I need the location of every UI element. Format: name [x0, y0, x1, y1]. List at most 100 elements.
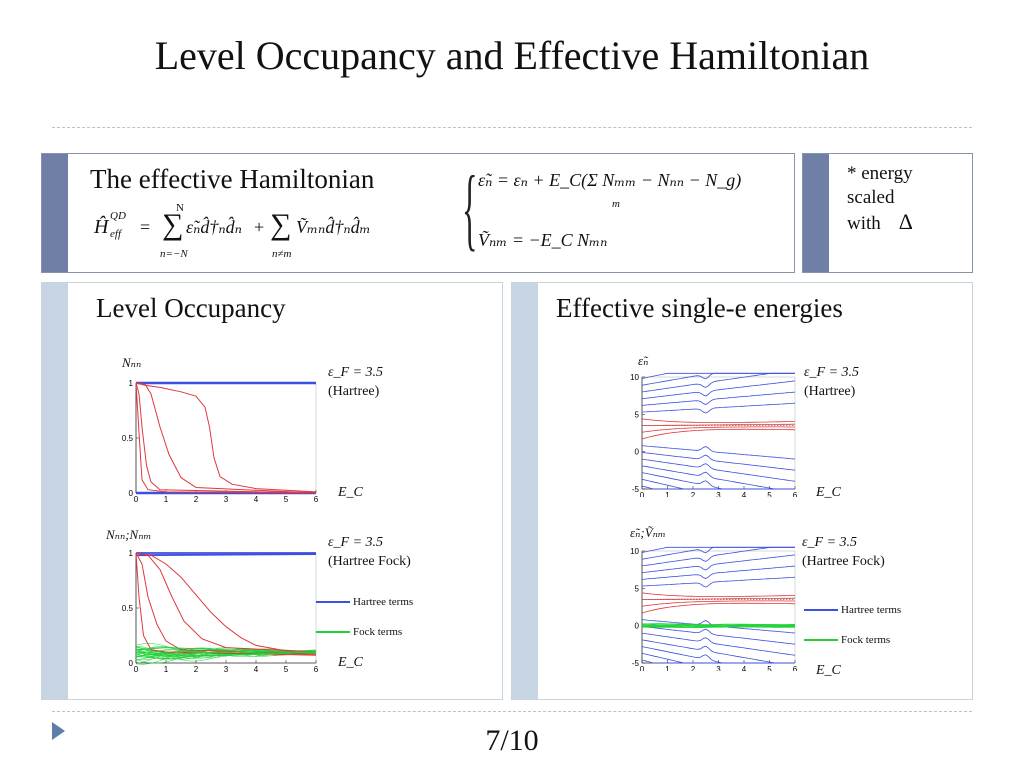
y-tick-label: 5: [635, 410, 640, 419]
occupancy-bottom-ylabel: Nₙₙ;Nₙₘ: [106, 527, 152, 542]
v-definition: Ṽₙₘ = −E_C Nₘₙ: [478, 230, 608, 250]
next-slide-icon[interactable]: [52, 722, 65, 740]
sum2-lower: n≠m: [272, 248, 292, 260]
x-tick-label: 2: [691, 491, 696, 497]
epsilon-definition: ε̃ₙ = εₙ + E_C(Σ Nₘₘ − Nₙₙ − N_g): [478, 170, 742, 190]
occupancy-hf-series-1: [135, 553, 317, 557]
hamiltonian-formula: Ĥ QD eff = N ∑ n=−N ε̃ₙd̂†ₙd̂ₙ + ∑ n≠m Ṽ…: [94, 200, 414, 264]
x-tick-label: 0: [640, 491, 645, 497]
x-tick-label: 1: [164, 495, 169, 504]
x-tick-label: 4: [742, 491, 747, 497]
x-tick-label: 4: [742, 665, 747, 671]
slide-title: Level Occupancy and Effective Hamiltonia…: [154, 33, 870, 78]
note-line1: * energy: [847, 163, 913, 184]
occupancy-hartree-fock-plot: 0 1 2 3 4 5 6 0 0.5 1: [122, 549, 319, 674]
energy-level-line: [641, 600, 795, 607]
y-tick-label: 0.5: [122, 604, 134, 613]
note-box-accent: [803, 154, 829, 272]
definition-brace: {: [462, 157, 478, 259]
occupancy-legend: Hartree terms Fock terms: [316, 595, 413, 639]
x-tick-label: 1: [665, 665, 670, 671]
energy-level-line: [642, 597, 795, 600]
occupancy-bottom-xlabel: E_C: [338, 655, 363, 670]
occupancy-bottom-eps: ε_F = 3.5: [328, 535, 384, 550]
delta-symbol: Δ: [898, 209, 913, 234]
energies-top-ylabel: ε̃ₙ: [638, 353, 649, 368]
sum1-upper: N: [176, 202, 184, 214]
y-tick-label: 0.5: [122, 434, 134, 443]
occupancy-hf-series-4: [135, 552, 317, 653]
x-tick-label: 1: [164, 665, 169, 674]
hamiltonian-heading: The effective Hamiltonian: [90, 164, 375, 194]
energy-level-line: [641, 452, 796, 471]
legend-fock: Fock terms: [316, 625, 413, 639]
energies-top-annotation: ε_F = 3.5 (Hartree): [804, 363, 859, 401]
energy-level-line: [641, 465, 795, 490]
energy-level-line: [641, 632, 796, 656]
x-tick-label: 6: [793, 665, 798, 671]
occupancy-top-method: (Hartree): [328, 384, 380, 399]
occupancy-series-2: [135, 382, 317, 494]
energies-bottom-eps: ε_F = 3.5: [802, 535, 858, 550]
x-tick-label: 3: [224, 665, 229, 674]
energy-level-line: [641, 472, 795, 490]
energy-level-line: [641, 646, 795, 664]
effective-energies-panel: Effective single-e energies ε̃ₙ 0 1 2 3 4 5 6 -…: [511, 282, 973, 700]
occupancy-top-ylabel: Nₙₙ: [122, 355, 142, 370]
occupancy-hf-series-3: [135, 552, 317, 655]
x-tick-label: 2: [194, 665, 199, 674]
energies-legend-hartree-label: Hartree terms: [841, 604, 902, 616]
note-line3: with Δ: [847, 210, 913, 236]
occupancy-series-3: [135, 382, 317, 494]
energy-level-line: [641, 426, 795, 433]
note-with: with: [847, 213, 881, 234]
occupancy-hf-series-7: [135, 651, 317, 660]
page-number: 7/10: [485, 724, 539, 757]
note-box: * energy scaled with Δ: [802, 153, 973, 273]
x-tick-label: 6: [314, 495, 319, 504]
energies-bottom-ylabel: ε̃ₙ;Ṽₙₘ: [630, 525, 666, 540]
y-tick-label: 0: [129, 489, 134, 498]
occupancy-bottom-annotation: ε_F = 3.5 (Hartree Fock): [328, 533, 411, 571]
x-tick-label: 0: [134, 495, 139, 504]
x-tick-label: 4: [254, 665, 259, 674]
energy-level-line: [641, 428, 796, 440]
energy-level-line: [641, 546, 795, 567]
energy-level-line: [641, 592, 795, 597]
x-tick-label: 6: [314, 665, 319, 674]
energies-top-method: (Hartree): [804, 384, 856, 399]
energy-level-line: [641, 626, 796, 645]
level-occupancy-panel: Level Occupancy Nₙₙ 0 1 2 3 4 5 6 0 0.5 1 ε_F = 3…: [41, 282, 503, 700]
x-tick-label: 5: [284, 665, 289, 674]
legend-fock-label: Fock terms: [353, 626, 403, 638]
x-tick-label: 2: [691, 665, 696, 671]
term1: ε̃ₙd̂†ₙd̂ₙ: [186, 217, 242, 237]
y-tick-label: 0: [635, 622, 640, 631]
occupancy-top-annotation: ε_F = 3.5 (Hartree): [328, 363, 383, 401]
left-panel-accent: [42, 283, 68, 699]
energy-level-line: [641, 546, 795, 553]
energies-top-eps: ε_F = 3.5: [804, 365, 860, 380]
plot-frame: [135, 382, 317, 494]
hamiltonian-box-accent: [42, 154, 68, 272]
energies-bottom-method: (Hartree Fock): [802, 554, 885, 569]
hamiltonian-box: The effective Hamiltonian Ĥ QD eff = N ∑…: [41, 153, 795, 273]
energy-level-line: [641, 565, 796, 580]
y-tick-label: 10: [630, 373, 639, 382]
y-tick-label: 1: [129, 379, 134, 388]
energy-level-line: [641, 554, 796, 574]
x-tick-label: 3: [716, 665, 721, 671]
top-divider: [52, 127, 972, 128]
energy-level-line: [641, 391, 796, 406]
energies-legend: Hartree terms Fock terms: [804, 603, 901, 647]
energies-bottom-annotation: ε_F = 3.5 (Hartree Fock): [802, 533, 885, 571]
x-tick-label: 5: [284, 495, 289, 504]
energies-legend-fock: Fock terms: [804, 633, 901, 647]
energy-level-line: [641, 445, 796, 460]
energy-level-line: [641, 458, 796, 482]
energies-legend-hartree: Hartree terms: [804, 603, 901, 617]
y-tick-label: 10: [630, 547, 639, 556]
hamiltonian-symbol: Ĥ: [94, 216, 109, 238]
x-tick-label: 2: [194, 495, 199, 504]
occupancy-series-5: [135, 382, 317, 493]
